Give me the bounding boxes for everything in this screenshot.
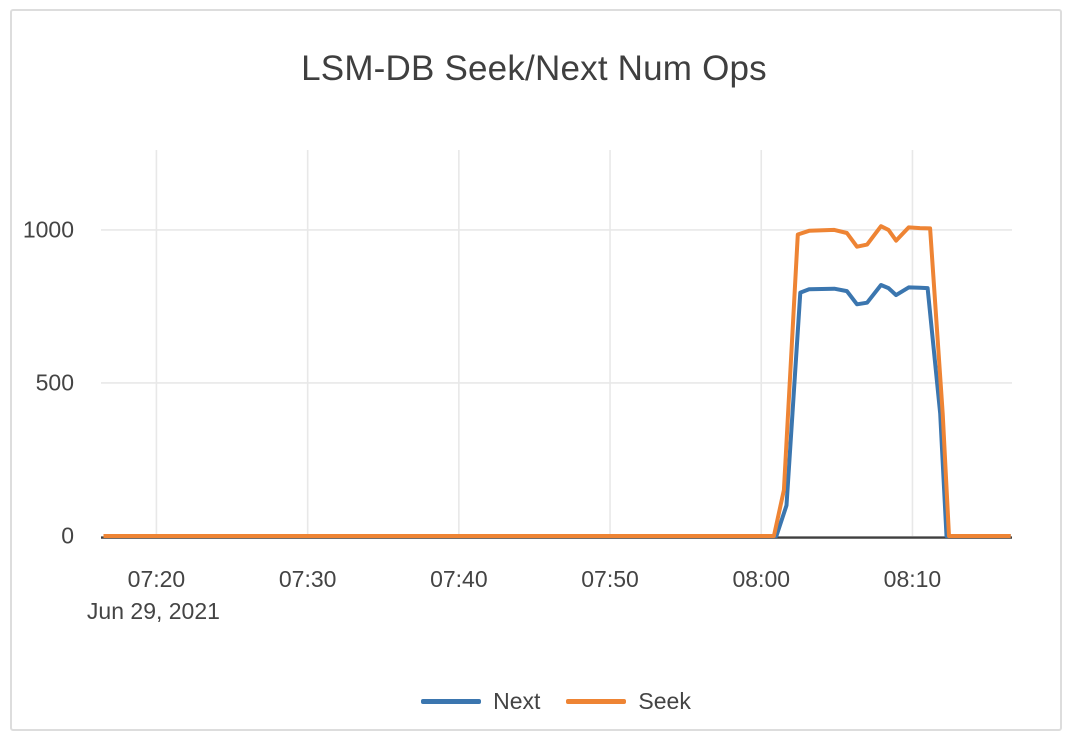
x-tick-label: 07:40	[430, 566, 488, 592]
legend-label-next: Next	[493, 688, 541, 714]
x-tick-label: 07:30	[278, 566, 337, 592]
y-tick-label: 1000	[22, 216, 74, 243]
legend: Next Seek	[100, 688, 1012, 715]
next-line	[103, 283, 1011, 538]
seek-line-legend-icon	[566, 699, 627, 704]
y-tick-label: 0	[61, 522, 74, 549]
next-line-legend-icon	[421, 699, 482, 704]
legend-item-seek[interactable]: Seek	[566, 688, 691, 715]
x-axis-date-label: Jun 29, 2021	[86, 598, 220, 624]
legend-label-seek: Seek	[638, 688, 691, 714]
x-tick-label: 08:10	[883, 566, 942, 592]
x-tick-label: 08:00	[732, 566, 791, 592]
chart-card	[10, 9, 1062, 731]
chart-title: LSM-DB Seek/Next Num Ops	[301, 49, 767, 88]
x-tick-label: 07:50	[581, 566, 639, 592]
seek-line	[103, 224, 1011, 538]
x-tick-label: 07:20	[127, 566, 186, 592]
y-tick-label: 500	[35, 369, 74, 396]
legend-item-next[interactable]: Next	[421, 688, 540, 715]
